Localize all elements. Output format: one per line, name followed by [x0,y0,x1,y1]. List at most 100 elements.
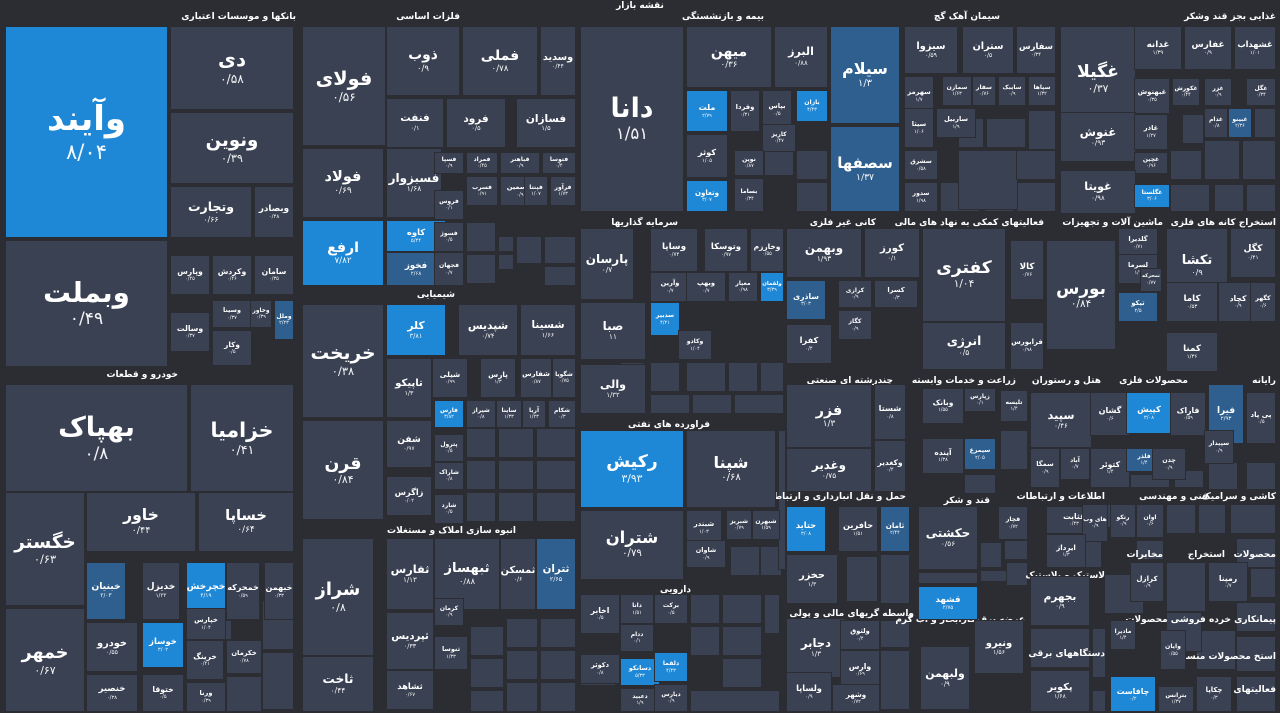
stock-tile[interactable]: ساذری ۳/۰۳ [786,280,826,320]
stock-tile[interactable]: وتعاون ۳/۰۷ [686,180,728,212]
stock-tile[interactable]: برکت ۰/۵ [654,594,688,624]
stock-tile[interactable]: وآرین ۰/۷ [650,272,690,302]
stock-tile[interactable] [466,492,496,522]
stock-tile[interactable] [734,394,784,414]
stock-tile[interactable]: وبملت ۰/۴۹ [5,240,168,367]
stock-tile[interactable]: قرن ۰/۸۴ [302,420,384,520]
stock-tile[interactable]: بهپاک ۰/۸ [5,384,188,492]
stock-tile[interactable] [650,362,680,392]
stock-tile[interactable]: وپارس ۰/۴۵ [170,255,210,295]
stock-tile[interactable]: نوین ۰/۸۷ [734,150,764,176]
stock-tile[interactable] [686,362,726,392]
stock-tile[interactable]: کگل ۰/۴۱ [1230,228,1276,278]
stock-tile[interactable] [540,682,576,712]
stock-tile[interactable]: رکیش ۳/۹۳ [580,430,684,508]
stock-tile[interactable]: فتوسا ۰/۴ [542,152,576,174]
stock-tile[interactable] [1016,182,1056,212]
stock-tile[interactable]: تاپیکو ۱/۳ [386,358,432,418]
stock-tile[interactable]: غکورش ۰/۴۴ [1172,78,1200,106]
stock-tile[interactable] [498,460,534,490]
stock-tile[interactable]: شستا ۰/۸ [874,384,906,440]
stock-tile[interactable] [1246,184,1276,212]
stock-tile[interactable]: فارس ۳/۸۲ [434,400,464,428]
stock-tile[interactable]: ونیرو ۱/۵۶ [974,620,1024,674]
stock-tile[interactable] [226,676,262,712]
stock-tile[interactable] [506,618,538,648]
stock-tile[interactable]: شسینا ۱/۶۶ [520,304,576,356]
stock-tile[interactable] [778,430,786,570]
stock-tile[interactable]: تمحرکه ۰/۷۷ [1140,268,1162,292]
stock-tile[interactable] [728,362,758,392]
stock-tile[interactable]: سیتا ۱/۰۶ [904,108,934,148]
stock-tile[interactable]: کرمان ۰/۹ [434,598,464,626]
stock-tile[interactable] [1246,462,1276,490]
stock-tile[interactable] [540,618,576,648]
stock-tile[interactable]: غزر ۰/۹ [1204,78,1232,106]
stock-tile[interactable] [1230,504,1276,534]
stock-tile[interactable]: شبهرن ۱/۵۹ [752,510,780,540]
stock-tile[interactable]: شفن ۰/۹۷ [386,420,432,468]
stock-tile[interactable] [986,118,1026,148]
stock-tile[interactable]: شگویا ۰/۷۵ [552,358,576,398]
stock-tile[interactable]: سپاها ۱/۳۲ [1028,76,1056,106]
stock-tile[interactable]: رمپنا ۰/۷ [1208,562,1248,602]
stock-tile[interactable]: میهن ۰/۳۶ [686,26,772,88]
stock-tile[interactable] [506,650,538,680]
stock-tile[interactable]: پی پاد ۰/۵ [1246,392,1276,444]
stock-tile[interactable] [692,394,732,414]
stock-tile[interactable]: حتاید ۳/۰۸ [786,506,826,552]
stock-tile[interactable]: دی ۰/۵۸ [170,26,294,110]
stock-tile[interactable]: شاراک ۰/۸ [434,462,464,490]
stock-tile[interactable]: فاراک ۰/۵۹ [1170,392,1206,436]
stock-tile[interactable]: وبهپ ۰/۷ [686,272,726,302]
stock-tile[interactable] [1170,150,1202,180]
stock-tile[interactable]: وسدید ۰/۴۴ [540,26,576,96]
stock-tile[interactable]: خپارس ۱/۰۴ [186,608,226,640]
stock-tile[interactable]: ونوین ۰/۳۹ [170,112,294,184]
stock-tile[interactable] [1166,504,1196,534]
stock-tile[interactable]: تیکو ۲/۵ [1118,292,1158,322]
stock-tile[interactable]: دجابر ۱/۳ [786,618,846,678]
stock-tile[interactable]: بورس ۰/۸۴ [1046,240,1116,350]
stock-tile[interactable]: وسالت ۰/۳۷ [170,312,210,352]
stock-tile[interactable]: ارفع ۷/۸۲ [302,220,384,286]
stock-tile[interactable]: سدور ۱/۹۸ [904,182,938,212]
stock-tile[interactable]: کمنا ۱/۳۶ [1166,332,1218,372]
stock-tile[interactable] [536,460,576,490]
stock-tile[interactable]: انرژی ۰/۵ [922,322,1006,370]
stock-tile[interactable]: اوان ۰/۶ [1136,504,1164,538]
stock-tile[interactable] [1092,690,1106,712]
stock-tile[interactable] [1250,568,1276,598]
stock-tile[interactable]: وملل ۲/۲۳ [274,300,294,340]
stock-tile[interactable]: شفارس ۰/۸۷ [520,358,552,398]
stock-tile[interactable]: وایان ۰/۵۵ [1160,630,1186,670]
stock-tile[interactable] [540,650,576,680]
stock-tile[interactable]: ذوب ۰/۹ [386,26,460,96]
stock-tile[interactable]: خریخت ۰/۳۸ [302,304,384,418]
stock-tile[interactable] [722,626,762,656]
stock-tile[interactable]: ساربیل ۱/۹ [936,108,976,138]
stock-tile[interactable]: فرابورس ۰/۹۸ [1010,322,1044,370]
stock-tile[interactable]: سیزوا ۰/۵۹ [904,26,958,74]
stock-tile[interactable]: دانا ۱/۵۱ [580,26,684,212]
stock-tile[interactable]: معیار ۰/۹۸ [728,272,758,302]
stock-tile[interactable]: خکرمان ۰/۷۸ [226,640,262,674]
stock-tile[interactable]: ولتوق ۰/۴ [840,620,880,650]
stock-tile[interactable] [760,362,784,392]
stock-tile[interactable]: بساما ۰/۳۴ [734,178,764,212]
stock-tile[interactable] [470,626,504,656]
stock-tile[interactable]: خمحرکه ۰/۵۹ [226,562,260,620]
stock-tile[interactable]: فرآور ۱/۷۳ [550,176,576,206]
stock-tile[interactable]: وبصادر ۰/۴۸ [254,186,294,238]
stock-tile[interactable]: زپارس ۰/۱ [964,388,996,412]
stock-tile[interactable] [880,620,910,648]
stock-tile[interactable]: فسازان ۱/۵ [516,98,576,148]
stock-tile[interactable]: فباهنر ۰/۹ [500,152,540,174]
stock-tile[interactable]: سمازن ۱/۶۳ [942,76,972,106]
stock-tile[interactable]: شارد ۰/۵ [434,494,464,524]
stock-tile[interactable] [764,594,780,634]
stock-tile[interactable]: غویتا ۰/۹۸ [1060,170,1136,214]
stock-tile[interactable] [1208,462,1238,490]
stock-tile[interactable]: وارس ۰/۶۹ [840,650,880,690]
stock-tile[interactable]: وکردش ۰/۴۶ [212,255,252,295]
